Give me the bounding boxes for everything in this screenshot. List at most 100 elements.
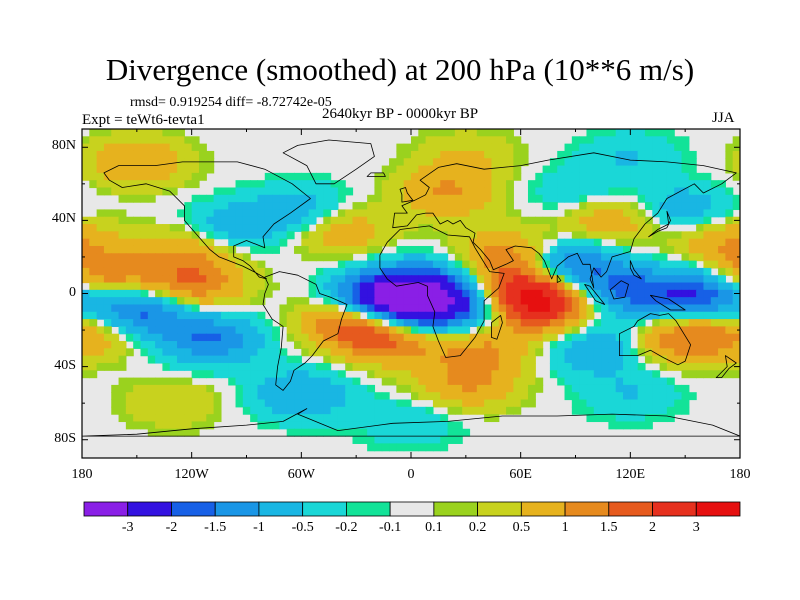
field-cell [703,253,712,262]
field-cell [674,341,683,349]
field-cell [498,348,507,357]
field-cell [615,319,624,327]
field-cell [666,172,675,181]
field-cell [440,399,449,408]
field-cell [571,370,580,379]
field-cell [191,180,200,189]
field-cell [323,384,332,393]
field-cell [396,143,405,152]
field-cell [506,172,514,181]
field-cell [454,297,463,306]
field-cell [352,216,361,225]
field-cell [644,392,653,401]
field-cell [425,224,434,232]
coastlines [82,139,740,437]
field-cell [593,333,602,342]
field-cell [411,202,419,211]
field-cell [586,377,595,386]
field-cell [623,202,631,211]
field-cell [301,428,310,437]
field-cell [220,275,229,284]
field-cell [389,436,397,444]
field-cell [608,231,617,240]
field-cell [133,238,142,247]
field-cell [615,406,624,415]
field-cell [286,428,295,437]
field-cell [367,326,376,335]
field-cell [725,150,734,159]
field-cell [147,384,156,393]
field-cell [476,202,485,211]
field-cell [411,267,419,276]
field-cell [549,297,558,306]
field-cell [498,245,507,254]
field-cell [294,355,302,364]
field-cell [411,304,419,313]
field-cell [162,267,171,276]
field-cell [579,399,588,408]
field-cell [315,267,324,276]
field-cell [498,158,507,167]
field-cell [308,311,317,320]
field-cell [718,341,726,349]
field-cell [484,253,493,262]
field-cell [389,165,397,174]
field-cell [425,136,434,145]
field-cell [147,326,156,335]
field-cell [630,202,639,211]
field-cell [111,392,120,401]
field-cell [630,319,639,327]
field-cell [476,180,485,189]
field-cell [571,150,580,159]
field-cell [703,362,712,371]
field-cell [118,384,127,393]
field-cell [484,180,493,189]
field-cell [396,245,405,254]
field-cell [103,260,112,269]
field-cell [593,289,602,298]
field-cell [367,399,376,408]
field-cell [564,319,573,327]
field-cell [703,311,712,320]
field-cell [425,311,434,320]
field-cell [191,267,200,276]
field-cell [198,260,207,269]
field-cell [191,399,200,408]
field-cell [564,158,573,167]
field-cell [140,158,149,167]
field-cell [191,282,200,291]
field-cell [688,158,697,167]
field-cell [359,304,368,313]
field-cell [82,260,90,269]
field-cell [403,319,412,327]
field-cell [381,231,390,240]
field-cell [593,297,602,306]
field-cell [557,260,566,269]
field-cell [155,414,164,423]
field-cell [82,304,90,313]
field-cell [96,304,105,313]
field-cell [432,136,441,145]
field-cell [425,406,434,415]
field-cell [381,421,390,430]
field-cell [506,399,514,408]
field-cell [703,260,712,269]
field-cell [359,209,368,218]
field-cell [155,399,164,408]
field-cell [601,129,609,137]
field-cell [155,143,164,152]
field-cell [425,428,434,437]
field-cell [608,362,617,371]
field-cell [637,406,646,415]
field-cell [294,216,302,225]
field-cell [345,355,354,364]
field-cell [315,370,324,379]
field-cell [432,165,441,174]
field-cell [169,414,178,423]
field-cell [220,209,229,218]
field-cell [337,319,346,327]
field-cell [535,253,544,262]
field-cell [323,172,332,181]
period-label: 2640kyr BP - 0000kyr BP [322,106,479,122]
